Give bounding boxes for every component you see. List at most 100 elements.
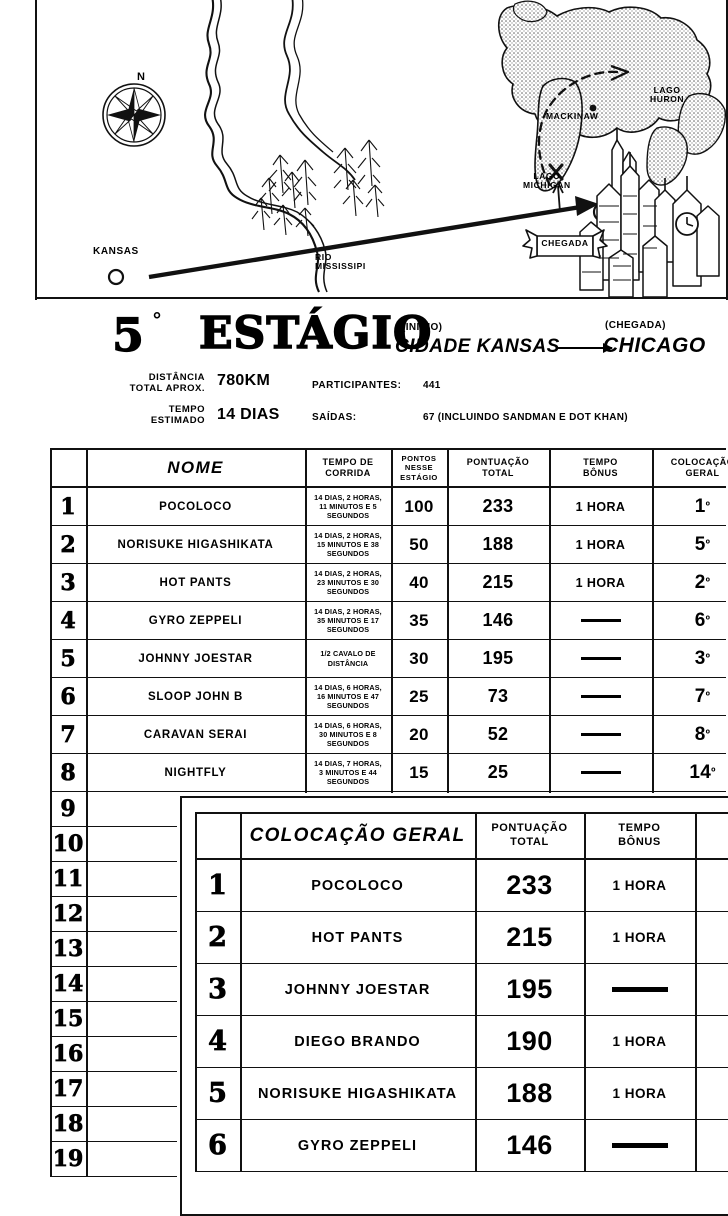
overall-standings-panel: COLOCAÇÃO GERAL PONTUAÇÃO TOTAL TEMPO BÔ… bbox=[180, 796, 728, 1216]
participants-value: 441 bbox=[423, 380, 441, 391]
row-total: 233 bbox=[482, 496, 514, 516]
inset-row-rank: 1 bbox=[208, 870, 228, 902]
participants-label: PARTICIPANTES: bbox=[312, 380, 402, 391]
inset-row-name: POCOLOCO bbox=[311, 877, 404, 894]
stage-title-block: 5 ° ESTÁGIO (INÍCIO) CIDADE KANSAS (CHEG… bbox=[37, 300, 726, 446]
row-total: 52 bbox=[487, 724, 509, 744]
row-rank: 11 bbox=[52, 866, 84, 893]
table-row[interactable]: 8 NIGHTFLY 14 DIAS, 7 HORAS, 3 MINUTOS E 4… bbox=[50, 754, 726, 792]
header-time: TEMPO DE CORRIDA bbox=[322, 457, 374, 478]
row-rank: 10 bbox=[52, 831, 84, 858]
row-points: 30 bbox=[409, 648, 429, 668]
compass-rose bbox=[102, 83, 166, 147]
stage-number: 5 bbox=[111, 308, 144, 362]
row-bonus bbox=[549, 716, 652, 753]
inset-row-bonus bbox=[584, 1120, 695, 1171]
table-left-border bbox=[50, 448, 52, 1177]
table-row[interactable]: 1 POCOLOCO 14 DIAS, 2 HORAS, 11 MINUTOS E … bbox=[50, 488, 726, 526]
inset-table-row[interactable]: 3 JOHNNY JOESTAR 195 bbox=[195, 964, 728, 1016]
degree-icon: º bbox=[705, 576, 711, 589]
table-header-row: NOME TEMPO DE CORRIDA PONTOS NESSE ESTÁG… bbox=[50, 448, 728, 488]
map-label-lago-michigan: LAGO MICHIGAN bbox=[523, 171, 571, 191]
row-rank: 6 bbox=[60, 683, 76, 710]
inset-row-total: 195 bbox=[506, 974, 553, 1004]
row-bonus bbox=[549, 602, 652, 639]
start-label: (INÍCIO) bbox=[402, 322, 443, 333]
header-name: NOME bbox=[167, 457, 224, 477]
inset-table-row[interactable]: 5 NORISUKE HIGASHIKATA 188 1 HORA bbox=[195, 1068, 728, 1120]
compass-north-label: N bbox=[137, 71, 146, 83]
no-bonus-dash-icon bbox=[580, 770, 621, 775]
row-overall-number: 14 bbox=[689, 761, 712, 783]
map-label-lago-huron: LAGO HURON bbox=[650, 85, 685, 105]
row-rank: 18 bbox=[52, 1111, 84, 1138]
finish-label: (CHEGADA) bbox=[605, 320, 666, 331]
inset-row-rank: 6 bbox=[208, 1130, 228, 1162]
table-row[interactable]: 3 HOT PANTS 14 DIAS, 2 HORAS, 23 MINUTOS E… bbox=[50, 564, 726, 602]
degree-icon: º bbox=[705, 728, 711, 741]
inset-row-bonus: 1 HORA bbox=[612, 930, 667, 945]
no-bonus-dash-icon bbox=[611, 987, 668, 992]
map-panel: KANSAS RIO MISSISSIPI MACKINAW LAGO HURO… bbox=[37, 0, 726, 297]
inset-table-row[interactable]: 2 HOT PANTS 215 1 HORA bbox=[195, 912, 728, 964]
row-total: 146 bbox=[482, 610, 514, 630]
row-points: 25 bbox=[409, 686, 429, 706]
row-rank: 16 bbox=[52, 1041, 84, 1068]
inset-header-total: PONTUAÇÃO TOTAL bbox=[491, 822, 568, 848]
row-rank: 2 bbox=[60, 531, 76, 558]
row-rank: 14 bbox=[52, 971, 84, 998]
finish-city: CHICAGO bbox=[603, 334, 706, 357]
row-rank: 12 bbox=[52, 901, 84, 928]
row-points: 20 bbox=[409, 724, 429, 744]
row-bonus bbox=[549, 678, 652, 715]
inset-table-row[interactable]: 6 GYRO ZEPPELI 146 bbox=[195, 1120, 728, 1172]
table-row[interactable]: 2 NORISUKE HIGASHIKATA 14 DIAS, 2 HORAS, 1… bbox=[50, 526, 726, 564]
table-row[interactable]: 4 GYRO ZEPPELI 14 DIAS, 2 HORAS, 35 MINUTO… bbox=[50, 602, 726, 640]
inset-row-total: 188 bbox=[506, 1078, 553, 1108]
degree-icon: º bbox=[705, 614, 711, 627]
table-row[interactable]: 7 CARAVAN SERAI 14 DIAS, 6 HORAS, 30 MINUT… bbox=[50, 716, 726, 754]
inset-header-rank bbox=[195, 814, 240, 858]
no-bonus-dash-icon bbox=[580, 656, 621, 661]
row-total: 73 bbox=[487, 686, 509, 706]
inset-table-row[interactable]: 4 DIEGO BRANDO 190 1 HORA bbox=[195, 1016, 728, 1068]
map-label-kansas: KANSAS bbox=[93, 246, 139, 257]
departures-label: SAÍDAS: bbox=[312, 412, 357, 423]
overall-standings-table: COLOCAÇÃO GERAL PONTUAÇÃO TOTAL TEMPO BÔ… bbox=[195, 812, 728, 1172]
no-bonus-dash-icon bbox=[580, 732, 621, 737]
inset-row-rank: 5 bbox=[208, 1078, 228, 1110]
degree-icon: º bbox=[705, 538, 711, 551]
row-overall: 14 º bbox=[652, 754, 728, 791]
degree-icon: º bbox=[705, 690, 711, 703]
inset-table-row[interactable]: 1 POCOLOCO 233 1 HORA bbox=[195, 860, 728, 912]
departures-value: 67 (INCLUINDO SANDMAN E DOT KHAN) bbox=[423, 412, 628, 423]
row-rank: 17 bbox=[52, 1076, 84, 1103]
map-label-chegada: CHEGADA bbox=[541, 238, 589, 248]
row-name: NORISUKE HIGASHIKATA bbox=[117, 538, 274, 551]
row-bonus: 1 HORA bbox=[575, 575, 626, 590]
row-time: 14 DIAS, 2 HORAS, 15 MINUTOS E 38 SEGUND… bbox=[314, 530, 382, 559]
inset-row-rank: 4 bbox=[208, 1026, 228, 1058]
stage-degree-symbol: ° bbox=[152, 308, 162, 332]
row-bonus: 1 HORA bbox=[575, 537, 626, 552]
inset-row-bonus bbox=[584, 964, 695, 1015]
inset-header-name: COLOCAÇÃO GERAL bbox=[249, 825, 466, 847]
inset-row-total: 146 bbox=[506, 1130, 553, 1160]
table-row[interactable]: 5 JOHNNY JOESTAR 1/2 CAVALO DE DISTÂNCIA 30… bbox=[50, 640, 726, 678]
header-overall: COLOCAÇÃO GERAL bbox=[670, 457, 728, 478]
row-total: 215 bbox=[482, 572, 514, 592]
row-rank: 8 bbox=[60, 759, 76, 786]
header-total: PONTUAÇÃO TOTAL bbox=[466, 457, 530, 478]
row-total: 188 bbox=[482, 534, 514, 554]
distance-label: DISTÂNCIA TOTAL APROX. bbox=[129, 372, 205, 395]
table-row[interactable]: 6 SLOOP JOHN B 14 DIAS, 6 HORAS, 16 MINUTO… bbox=[50, 678, 726, 716]
no-bonus-dash-icon bbox=[611, 1143, 668, 1148]
row-points: 35 bbox=[409, 610, 429, 630]
header-bonus: TEMPO BÔNUS bbox=[582, 457, 618, 478]
row-rank: 13 bbox=[52, 936, 84, 963]
